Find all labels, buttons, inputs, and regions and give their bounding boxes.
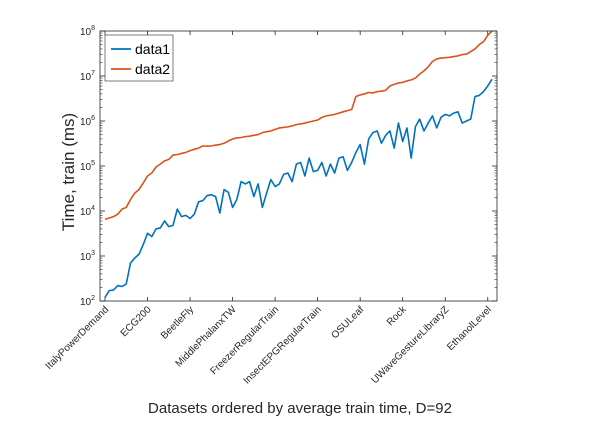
y-tick-label: 107 <box>80 70 95 83</box>
legend: data1 data2 <box>104 34 174 82</box>
y-axis-label: Time, train (ms) <box>59 113 78 231</box>
y-tick-label: 103 <box>80 250 95 263</box>
x-axis-label: Datasets ordered by average train time, … <box>148 400 452 417</box>
legend-box <box>104 34 174 82</box>
series-line-data2 <box>104 30 493 221</box>
series-line-data1 <box>104 78 493 298</box>
y-axis-ticks: 102 103 104 105 106 107 108 <box>80 25 497 308</box>
legend-label-data2: data2 <box>135 61 170 77</box>
y-tick-label: 108 <box>80 25 95 38</box>
y-tick-label: 105 <box>80 160 95 173</box>
y-tick-label: 106 <box>80 115 95 128</box>
y-tick-label: 102 <box>80 295 95 308</box>
y-tick-label: 104 <box>80 205 95 218</box>
series-layer <box>104 30 493 298</box>
legend-label-data1: data1 <box>135 41 170 57</box>
